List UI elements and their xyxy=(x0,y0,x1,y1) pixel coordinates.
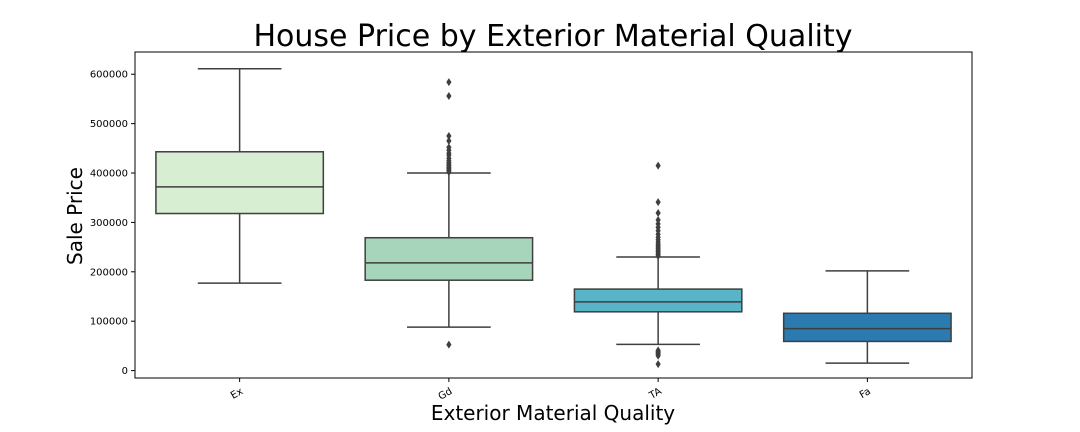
y-tick-label: 500000 xyxy=(90,119,128,130)
y-tick-label: 600000 xyxy=(90,70,128,81)
y-tick-label: 300000 xyxy=(90,218,128,229)
y-tick-label: 0 xyxy=(122,366,128,377)
box-Gd xyxy=(364,236,534,281)
x-tick-label: Fa xyxy=(858,386,873,401)
chart-title: House Price by Exterior Material Quality xyxy=(253,19,852,54)
y-tick-label: 100000 xyxy=(90,317,128,328)
plot-frame xyxy=(134,51,973,379)
outlier-point xyxy=(655,198,661,207)
box-Ex xyxy=(155,151,325,215)
x-tick-label: TA xyxy=(647,386,664,402)
outlier-point xyxy=(446,78,452,87)
outlier-point xyxy=(655,209,661,218)
y-tick-label: 400000 xyxy=(90,169,128,180)
outlier-point xyxy=(655,360,661,369)
outlier-point xyxy=(446,91,452,100)
outlier-point xyxy=(446,136,452,145)
x-axis-label: Exterior Material Quality xyxy=(431,401,675,425)
y-axis-label: Sale Price xyxy=(63,167,87,265)
outlier-point xyxy=(446,131,452,140)
outlier-point xyxy=(655,215,661,224)
outlier-point xyxy=(655,161,661,170)
outlier-point xyxy=(446,143,452,152)
outlier-point xyxy=(655,346,661,355)
box-TA xyxy=(573,288,743,313)
outlier-point xyxy=(446,340,452,349)
y-tick-label: 200000 xyxy=(90,267,128,278)
x-tick-label: Ex xyxy=(229,386,245,402)
box-Fa xyxy=(782,312,952,343)
